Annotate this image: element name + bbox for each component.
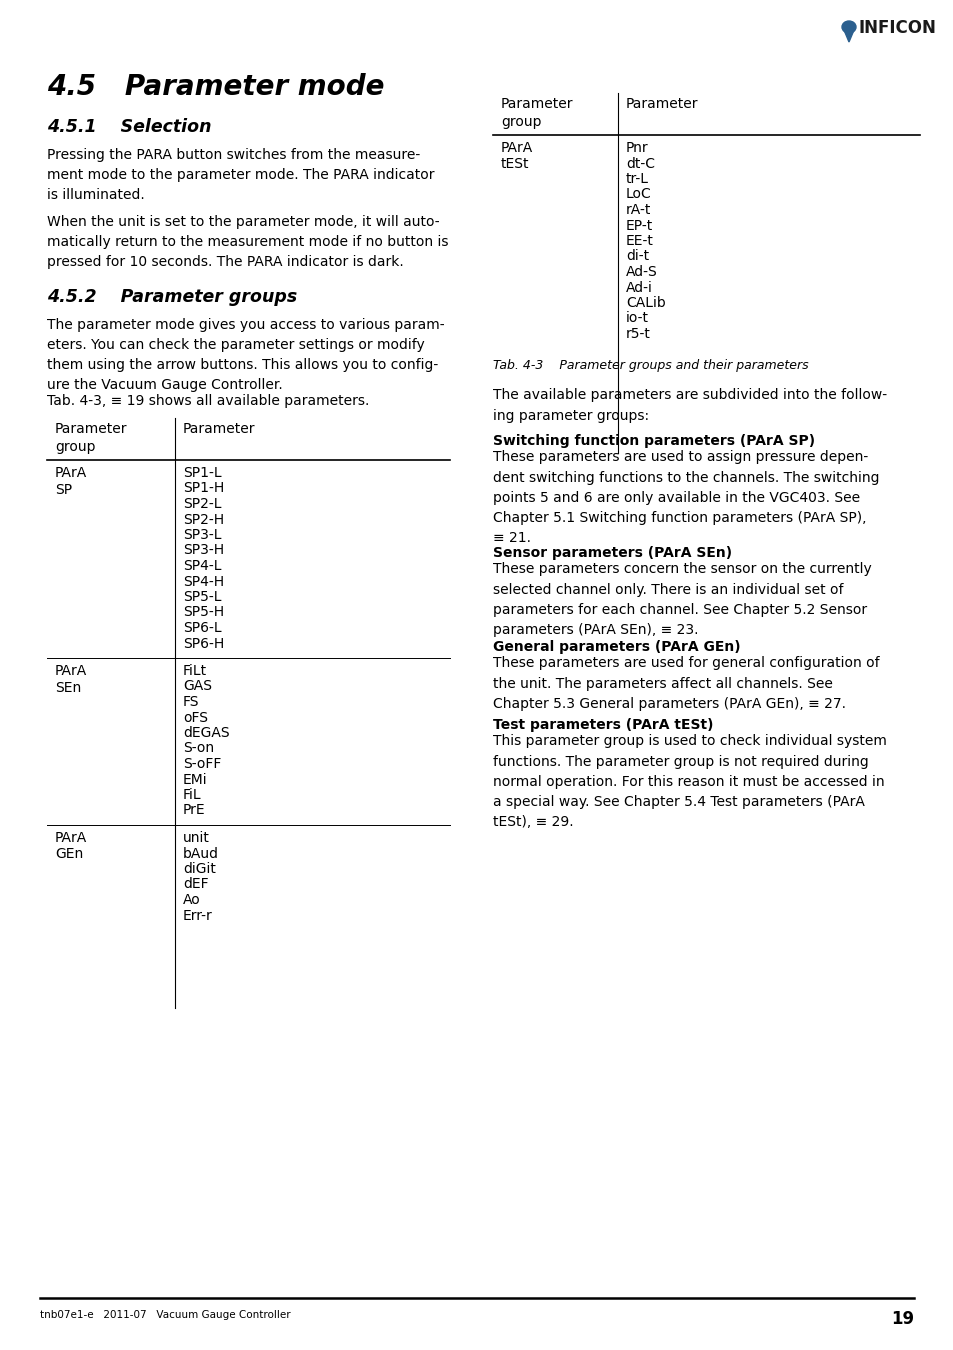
Text: FiL: FiL <box>183 788 201 802</box>
Text: General parameters (PArA GEn): General parameters (PArA GEn) <box>493 640 740 655</box>
Text: SP3-H: SP3-H <box>183 544 224 558</box>
Text: Ad-i: Ad-i <box>625 281 652 294</box>
Text: GEn: GEn <box>55 848 83 861</box>
Text: tESt: tESt <box>500 158 529 171</box>
Text: tr-L: tr-L <box>625 171 648 186</box>
Text: SP5-H: SP5-H <box>183 606 224 620</box>
Text: Parameter: Parameter <box>183 423 255 436</box>
Text: PArA: PArA <box>55 832 87 845</box>
Text: LoC: LoC <box>625 188 651 201</box>
Text: Switching function parameters (PArA SP): Switching function parameters (PArA SP) <box>493 435 814 448</box>
Text: 19: 19 <box>890 1310 913 1328</box>
Text: bAud: bAud <box>183 846 219 860</box>
Text: Test parameters (PArA tESt): Test parameters (PArA tESt) <box>493 718 713 733</box>
Text: 4.5   Parameter mode: 4.5 Parameter mode <box>47 73 384 101</box>
Text: 4.5.1    Selection: 4.5.1 Selection <box>47 117 212 136</box>
Text: r5-t: r5-t <box>625 327 650 342</box>
Text: oFS: oFS <box>183 710 208 725</box>
Text: S-on: S-on <box>183 741 213 756</box>
Text: SP4-H: SP4-H <box>183 575 224 589</box>
Text: EE-t: EE-t <box>625 234 653 248</box>
Text: These parameters concern the sensor on the currently
selected channel only. Ther: These parameters concern the sensor on t… <box>493 563 871 637</box>
Text: SP1-L: SP1-L <box>183 466 221 481</box>
Text: FiLt: FiLt <box>183 664 207 678</box>
Text: Tab. 4-3, ≡ 19 shows all available parameters.: Tab. 4-3, ≡ 19 shows all available param… <box>47 394 369 408</box>
Text: Parameter
group: Parameter group <box>55 423 128 455</box>
Text: SP6-H: SP6-H <box>183 636 224 651</box>
Text: This parameter group is used to check individual system
functions. The parameter: This parameter group is used to check in… <box>493 734 886 829</box>
Text: tnb07e1-e   2011-07   Vacuum Gauge Controller: tnb07e1-e 2011-07 Vacuum Gauge Controlle… <box>40 1310 291 1320</box>
Text: SEn: SEn <box>55 680 81 694</box>
Text: dEGAS: dEGAS <box>183 726 230 740</box>
Text: Parameter: Parameter <box>625 97 698 111</box>
Text: dt-C: dt-C <box>625 157 655 170</box>
Text: SP2-L: SP2-L <box>183 497 221 512</box>
Text: Ad-S: Ad-S <box>625 265 657 279</box>
Text: SP: SP <box>55 482 72 497</box>
Text: unit: unit <box>183 832 210 845</box>
Polygon shape <box>843 30 853 42</box>
Text: dEF: dEF <box>183 878 209 891</box>
Text: SP2-H: SP2-H <box>183 513 224 526</box>
Text: The parameter mode gives you access to various param-
eters. You can check the p: The parameter mode gives you access to v… <box>47 319 444 391</box>
Text: PArA: PArA <box>55 664 87 678</box>
Text: Pnr: Pnr <box>625 140 648 155</box>
Text: S-oFF: S-oFF <box>183 757 221 771</box>
Text: When the unit is set to the parameter mode, it will auto-
matically return to th: When the unit is set to the parameter mo… <box>47 215 448 269</box>
Text: PrE: PrE <box>183 803 206 818</box>
Text: EMi: EMi <box>183 772 208 787</box>
Text: Err-r: Err-r <box>183 909 213 922</box>
Text: These parameters are used to assign pressure depen-
dent switching functions to : These parameters are used to assign pres… <box>493 451 879 544</box>
Text: These parameters are used for general configuration of
the unit. The parameters : These parameters are used for general co… <box>493 656 879 710</box>
Text: rA-t: rA-t <box>625 202 651 217</box>
Text: The available parameters are subdivided into the follow-
ing parameter groups:: The available parameters are subdivided … <box>493 389 886 423</box>
Text: INFICON: INFICON <box>858 19 936 36</box>
Text: SP3-L: SP3-L <box>183 528 221 541</box>
Text: SP5-L: SP5-L <box>183 590 221 603</box>
Text: Sensor parameters (PArA SEn): Sensor parameters (PArA SEn) <box>493 547 731 560</box>
Text: Tab. 4-3    Parameter groups and their parameters: Tab. 4-3 Parameter groups and their para… <box>493 359 808 371</box>
Text: SP4-L: SP4-L <box>183 559 221 572</box>
Ellipse shape <box>841 22 855 32</box>
Text: CALib: CALib <box>625 296 665 310</box>
Text: Parameter
group: Parameter group <box>500 97 573 130</box>
Text: SP1-H: SP1-H <box>183 482 224 495</box>
Text: EP-t: EP-t <box>625 219 653 232</box>
Text: Ao: Ao <box>183 892 200 907</box>
Text: PArA: PArA <box>500 140 533 155</box>
Text: diGit: diGit <box>183 863 215 876</box>
Text: Pressing the PARA button switches from the measure-
ment mode to the parameter m: Pressing the PARA button switches from t… <box>47 148 434 202</box>
Text: di-t: di-t <box>625 250 648 263</box>
Text: SP6-L: SP6-L <box>183 621 221 634</box>
Text: io-t: io-t <box>625 312 648 325</box>
Text: FS: FS <box>183 695 199 709</box>
Text: PArA: PArA <box>55 466 87 481</box>
Text: GAS: GAS <box>183 679 212 694</box>
Text: 4.5.2    Parameter groups: 4.5.2 Parameter groups <box>47 288 297 306</box>
